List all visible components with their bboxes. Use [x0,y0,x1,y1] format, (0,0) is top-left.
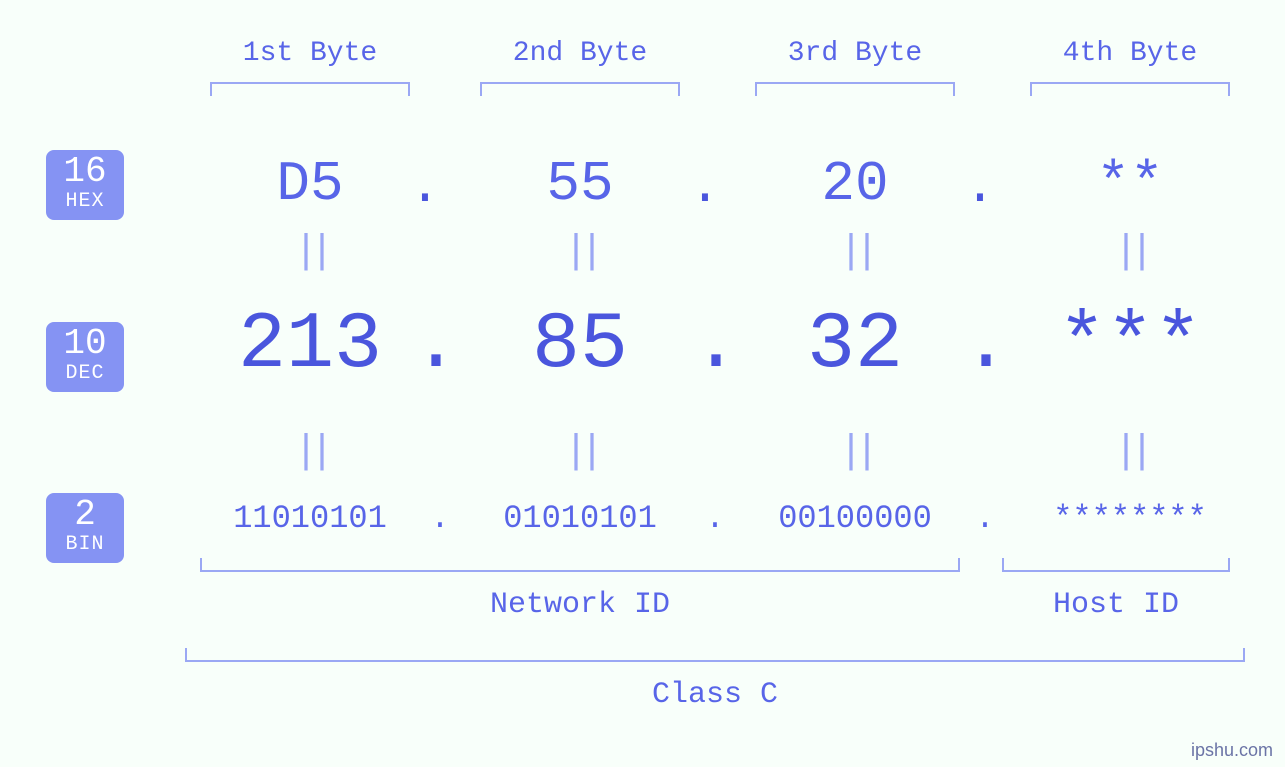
bin-dot-3: . [970,500,1000,537]
eq-hd-1: || [210,230,410,275]
eq-db-3: || [755,430,955,475]
dec-byte-3: 32 [755,300,955,391]
eq-hd-2: || [480,230,680,275]
bracket-byte-1 [210,82,410,96]
label-host-id: Host ID [1002,588,1230,622]
bracket-byte-2 [480,82,680,96]
dec-dot-2: . [692,300,732,391]
badge-bin: 2 BIN [46,493,124,563]
bracket-network-id [200,558,960,572]
badge-hex: 16 HEX [46,150,124,220]
badge-dec: 10 DEC [46,322,124,392]
bin-byte-3: 00100000 [730,500,980,537]
hex-byte-3: 20 [755,152,955,216]
bin-dot-1: . [425,500,455,537]
bin-byte-2: 01010101 [455,500,705,537]
dec-byte-2: 85 [480,300,680,391]
bracket-byte-4 [1030,82,1230,96]
bin-dot-2: . [700,500,730,537]
badge-hex-base: 16 [46,154,124,190]
dec-byte-4: *** [1010,300,1250,391]
eq-db-2: || [480,430,680,475]
bracket-byte-3 [755,82,955,96]
badge-dec-label: DEC [46,364,124,384]
eq-hd-3: || [755,230,955,275]
badge-hex-label: HEX [46,192,124,212]
watermark: ipshu.com [1191,740,1273,761]
badge-dec-base: 10 [46,326,124,362]
eq-db-4: || [1030,430,1230,475]
byte-label-2: 2nd Byte [480,38,680,69]
hex-byte-2: 55 [480,152,680,216]
bin-byte-1: 11010101 [185,500,435,537]
bracket-class [185,648,1245,662]
label-network-id: Network ID [200,588,960,622]
hex-byte-4: ** [1030,152,1230,216]
dec-dot-1: . [412,300,452,391]
hex-dot-2: . [685,158,725,217]
badge-bin-label: BIN [46,535,124,555]
dec-byte-1: 213 [190,300,430,391]
hex-dot-1: . [405,158,445,217]
dec-dot-3: . [962,300,1002,391]
bin-byte-4: ******** [1005,500,1255,537]
label-class: Class C [185,678,1245,712]
bracket-host-id [1002,558,1230,572]
eq-hd-4: || [1030,230,1230,275]
hex-dot-3: . [960,158,1000,217]
hex-byte-1: D5 [210,152,410,216]
byte-label-3: 3rd Byte [755,38,955,69]
badge-bin-base: 2 [46,497,124,533]
byte-label-1: 1st Byte [210,38,410,69]
eq-db-1: || [210,430,410,475]
byte-label-4: 4th Byte [1030,38,1230,69]
